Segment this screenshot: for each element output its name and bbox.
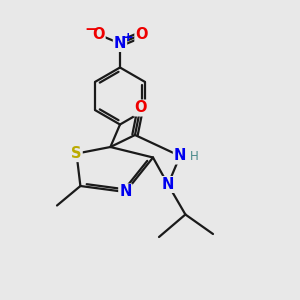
Text: O: O xyxy=(135,27,148,42)
Text: O: O xyxy=(134,100,147,116)
Text: +: + xyxy=(122,31,133,44)
Text: N: N xyxy=(114,36,126,51)
Text: N: N xyxy=(174,148,186,164)
Text: S: S xyxy=(71,146,82,161)
Text: −: − xyxy=(85,22,98,37)
Text: O: O xyxy=(92,27,105,42)
Text: H: H xyxy=(189,149,198,163)
Text: N: N xyxy=(162,177,174,192)
Text: N: N xyxy=(119,184,132,200)
